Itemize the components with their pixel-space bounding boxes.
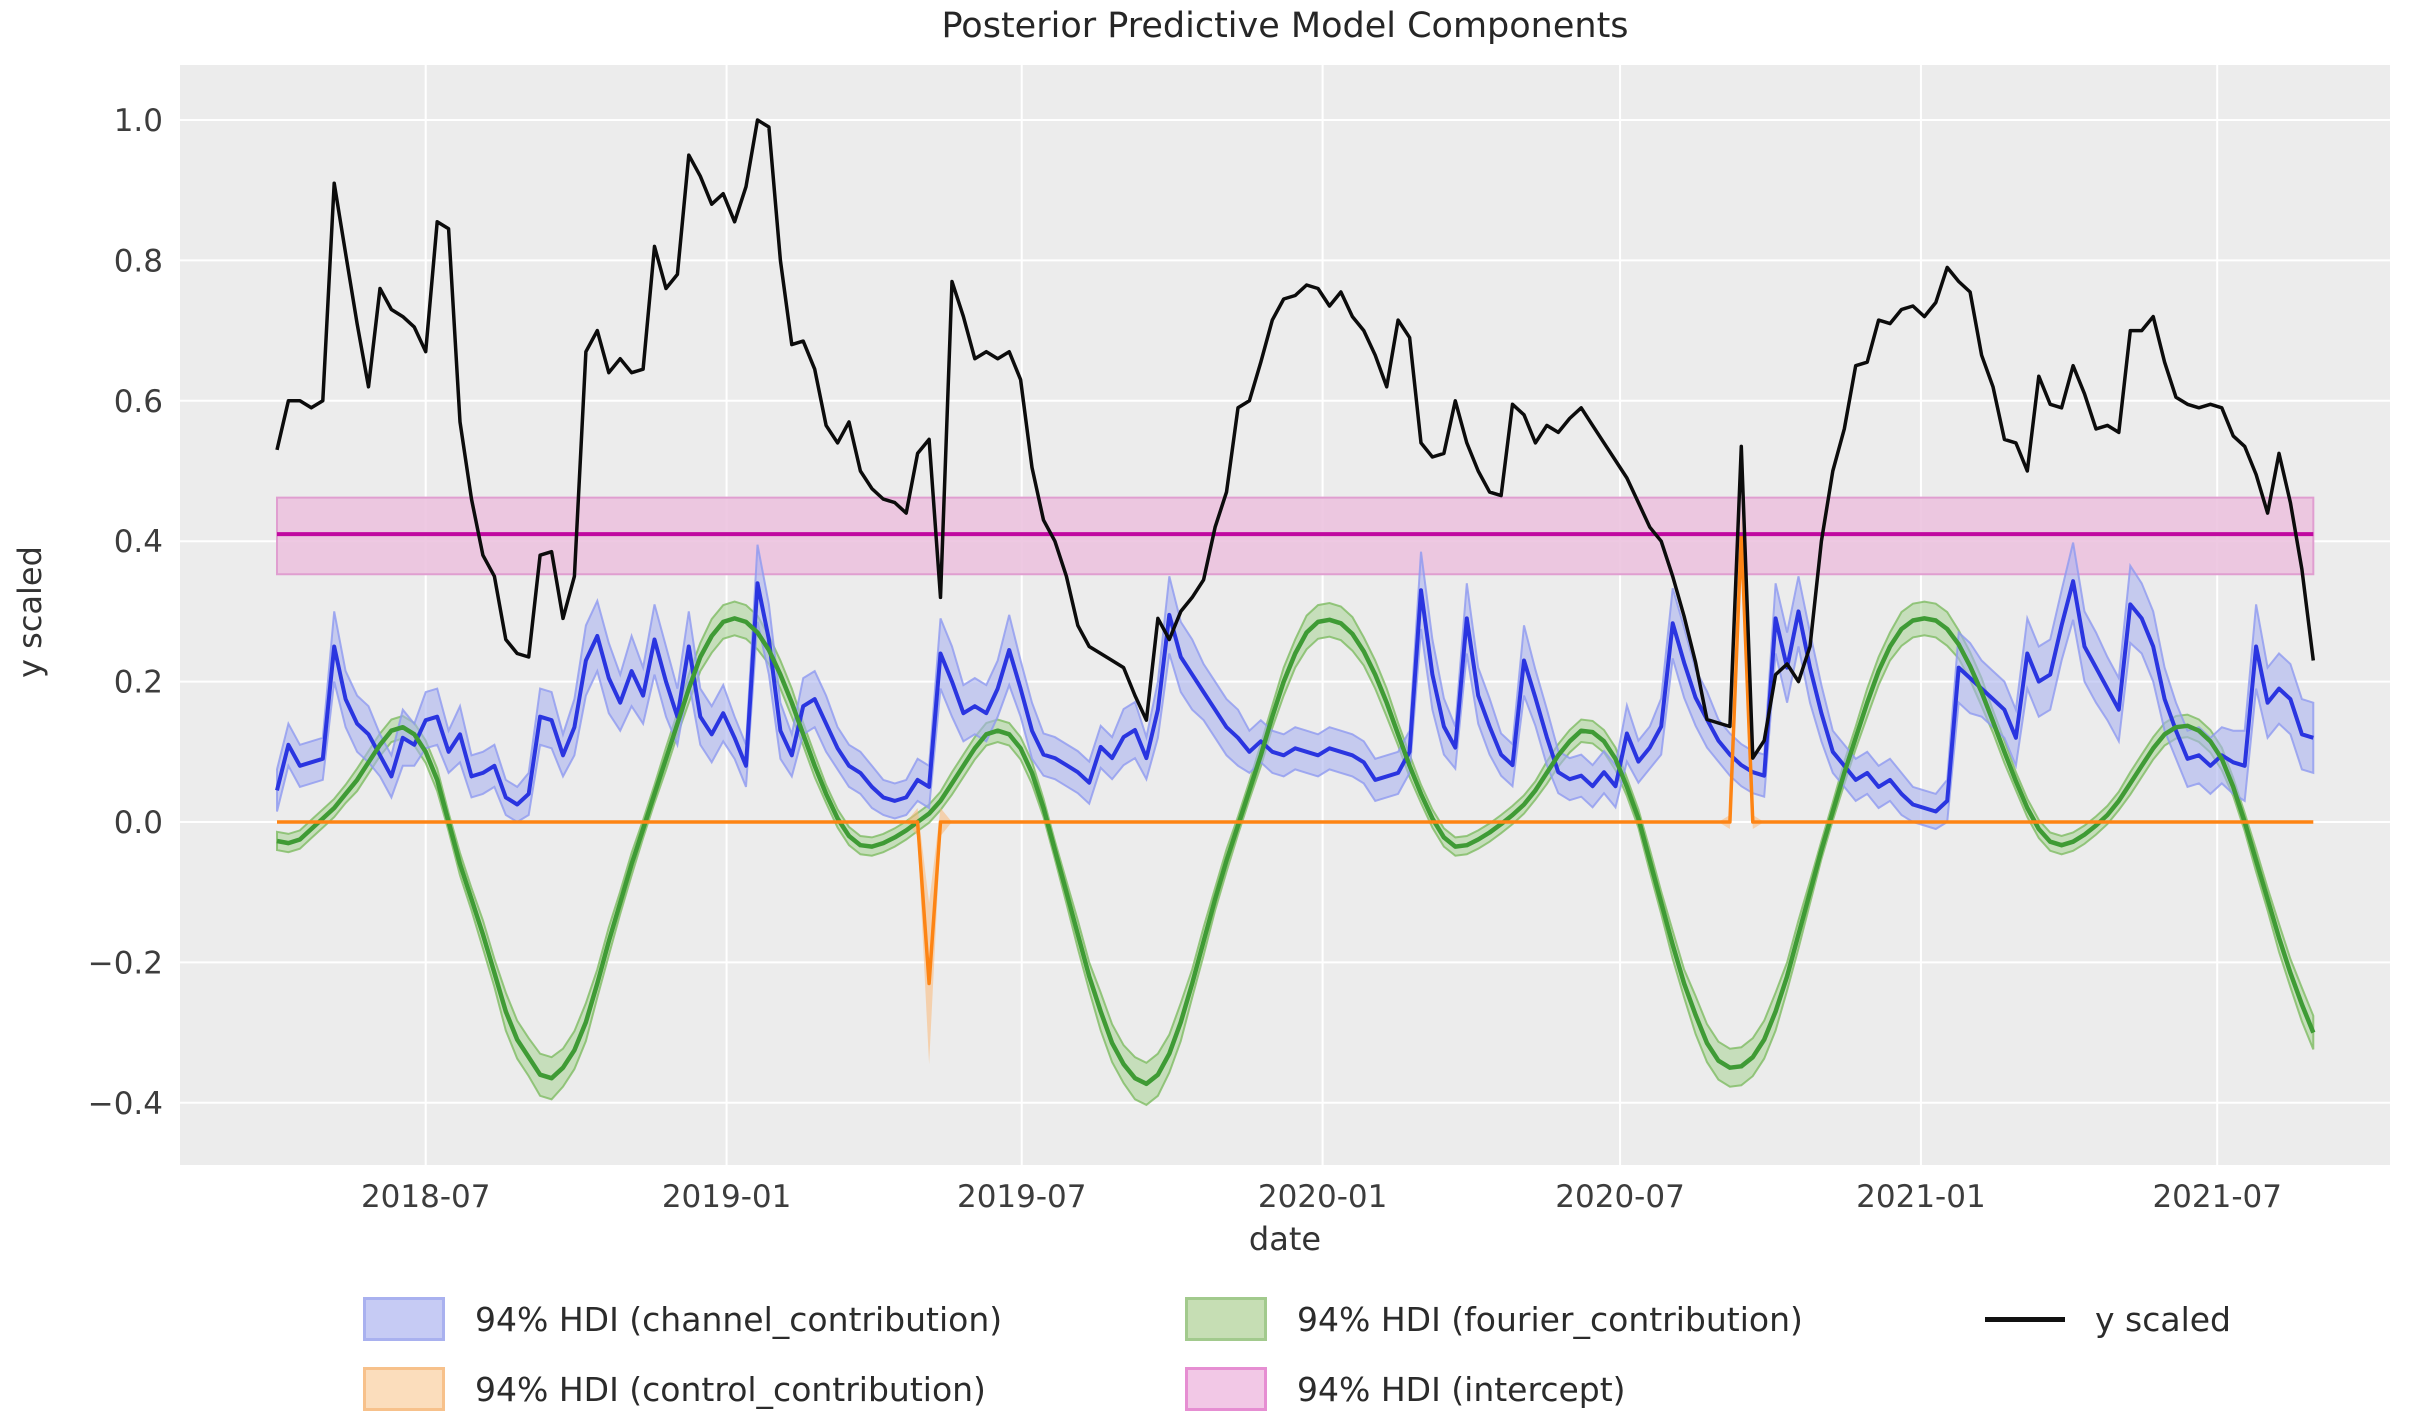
chart-title: Posterior Predictive Model Components bbox=[941, 6, 1629, 46]
x-tick-label: 2020-07 bbox=[1555, 1179, 1685, 1215]
y-tick-label: 1.0 bbox=[114, 103, 163, 139]
y-tick-label: 0.8 bbox=[114, 243, 163, 279]
plot-background bbox=[180, 65, 2390, 1165]
intercept-hdi-swatch bbox=[1185, 1367, 1267, 1411]
channel-hdi-swatch bbox=[363, 1297, 445, 1341]
legend-item-intercept: 94% HDI (intercept) bbox=[1185, 1364, 1626, 1414]
fourier-hdi-swatch bbox=[1185, 1297, 1267, 1341]
x-tick-label: 2021-01 bbox=[1856, 1179, 1986, 1215]
y-tick-label: 0.4 bbox=[114, 524, 163, 560]
legend-label: y scaled bbox=[2095, 1299, 2231, 1339]
legend-label: 94% HDI (control_contribution) bbox=[475, 1369, 986, 1409]
legend-item-y-scaled: y scaled bbox=[1985, 1294, 2231, 1344]
legend-item-fourier: 94% HDI (fourier_contribution) bbox=[1185, 1294, 1803, 1344]
y-axis-label: y scaled bbox=[11, 546, 49, 678]
y-tick-label: 0.0 bbox=[114, 805, 163, 841]
y-scaled-line-swatch bbox=[1985, 1316, 2065, 1322]
fourier-mean-line bbox=[276, 616, 2316, 1087]
channel-hdi-band bbox=[276, 542, 2315, 831]
x-tick-label: 2018-07 bbox=[361, 1179, 491, 1215]
y-tick-label: −0.4 bbox=[88, 1086, 163, 1122]
x-tick-label: 2021-07 bbox=[2152, 1179, 2282, 1215]
y-tick-label: 0.2 bbox=[114, 665, 163, 701]
channel-mean-line bbox=[275, 579, 2314, 814]
y-tick-label: −0.2 bbox=[88, 945, 163, 981]
fourier-hdi-band bbox=[276, 600, 2315, 1107]
y-scaled-line bbox=[275, 118, 2316, 760]
y-tick-label: 0.6 bbox=[114, 384, 163, 420]
x-tick-label: 2019-01 bbox=[662, 1179, 792, 1215]
legend-label: 94% HDI (fourier_contribution) bbox=[1297, 1299, 1803, 1339]
x-tick-label: 2019-07 bbox=[957, 1179, 1087, 1215]
legend-label: 94% HDI (channel_contribution) bbox=[475, 1299, 1003, 1339]
legend-label: 94% HDI (intercept) bbox=[1297, 1369, 1626, 1409]
x-tick-label: 2020-01 bbox=[1258, 1179, 1388, 1215]
legend-item-control: 94% HDI (control_contribution) bbox=[363, 1364, 986, 1414]
control-hdi-swatch bbox=[363, 1367, 445, 1411]
x-axis-label: date bbox=[1248, 1220, 1322, 1258]
control-mean-line bbox=[277, 532, 2314, 986]
legend-item-channel: 94% HDI (channel_contribution) bbox=[363, 1294, 1002, 1344]
